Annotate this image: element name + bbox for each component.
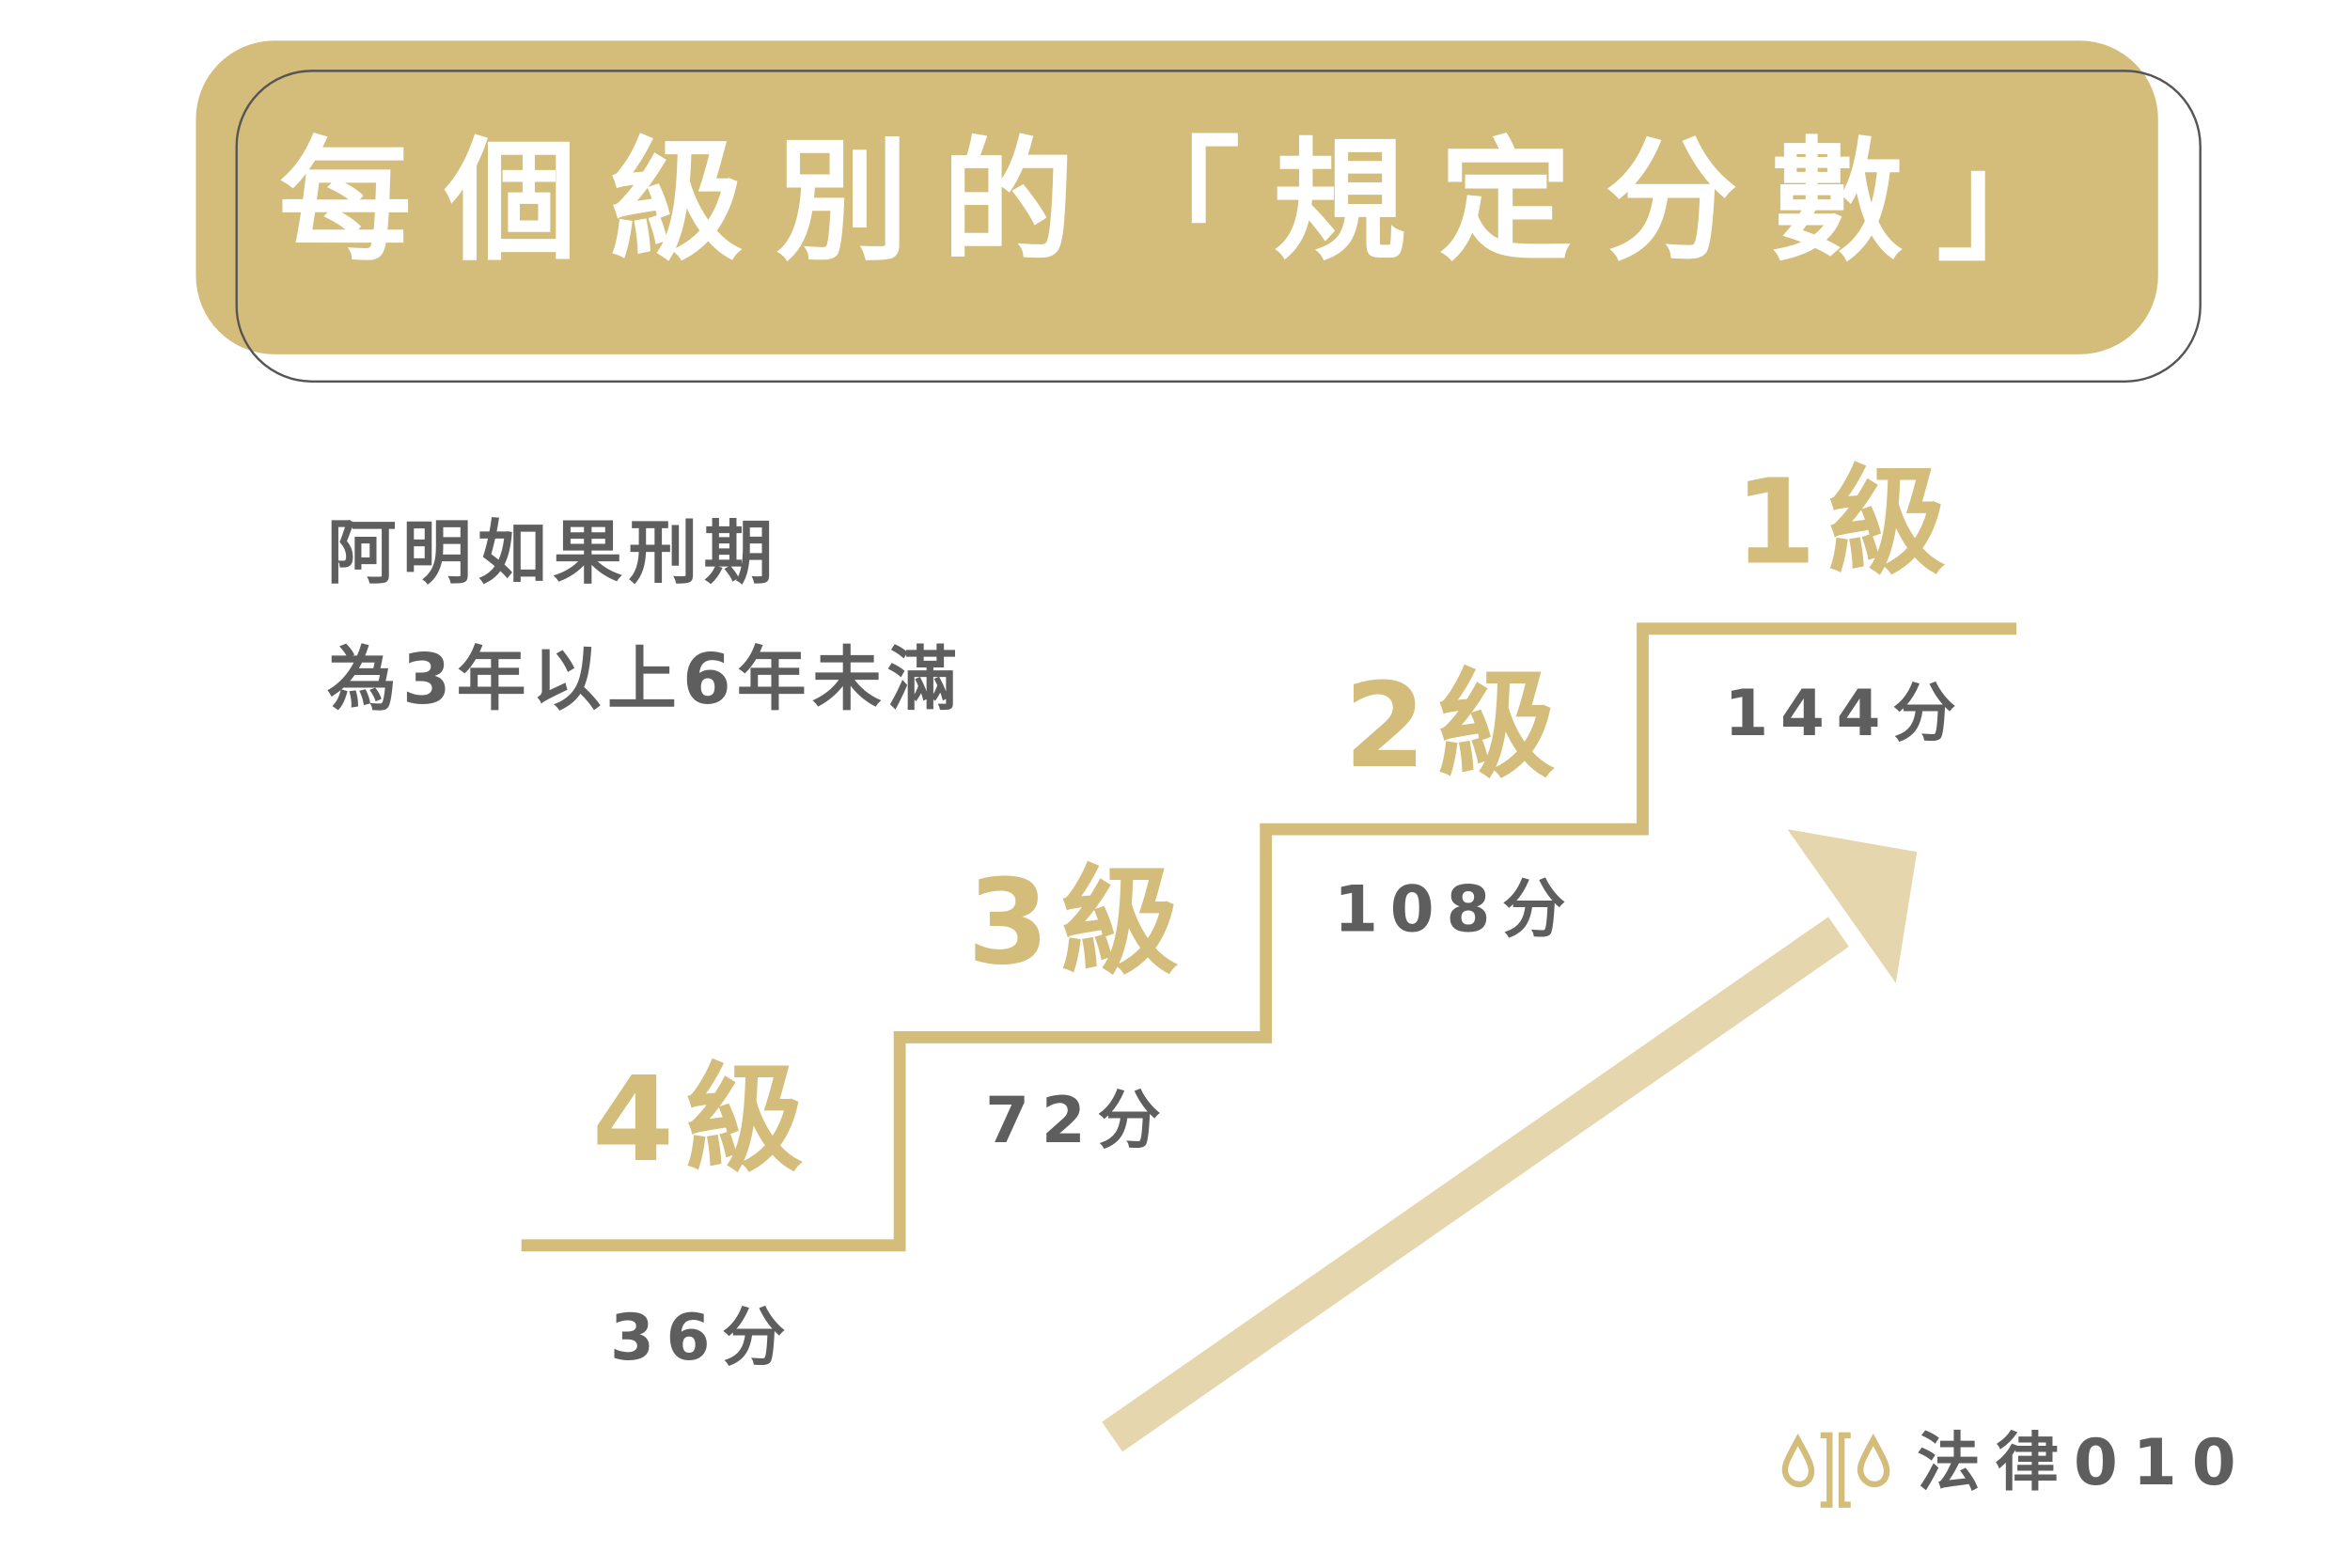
title: 每個級別的「規定分數」 (279, 125, 2103, 279)
level-score: 108分 (1334, 871, 1577, 946)
level-label: 4級 (592, 1052, 816, 1188)
level-label: 1級 (1734, 455, 1958, 591)
logo-drop (1857, 1433, 1890, 1488)
logo-bracket (1820, 1432, 1833, 1508)
title-outline (235, 70, 2202, 383)
level-label: 3級 (967, 855, 1191, 991)
title-banner (196, 40, 2158, 354)
logo-bracket (1838, 1432, 1851, 1508)
brand-name: 法律010 (1917, 1425, 2250, 1499)
levels: 4級 36分 3級 72分 2級 108分 1級 144分 (592, 455, 1967, 1374)
arrow-shaft (1102, 917, 1849, 1452)
level-label: 2級 (1344, 658, 1568, 794)
level-score: 144分 (1724, 676, 1967, 750)
brand-logo (1781, 1432, 1890, 1508)
staircase (521, 622, 2017, 1252)
logo-drop (1781, 1433, 1815, 1488)
arrow-head (1787, 829, 1918, 983)
description-line: 阿明如果刑期 (327, 513, 779, 593)
description-line: 為3年以上6年未滿 (327, 640, 963, 720)
level-score: 36分 (610, 1300, 797, 1374)
level-score: 72分 (985, 1083, 1172, 1157)
